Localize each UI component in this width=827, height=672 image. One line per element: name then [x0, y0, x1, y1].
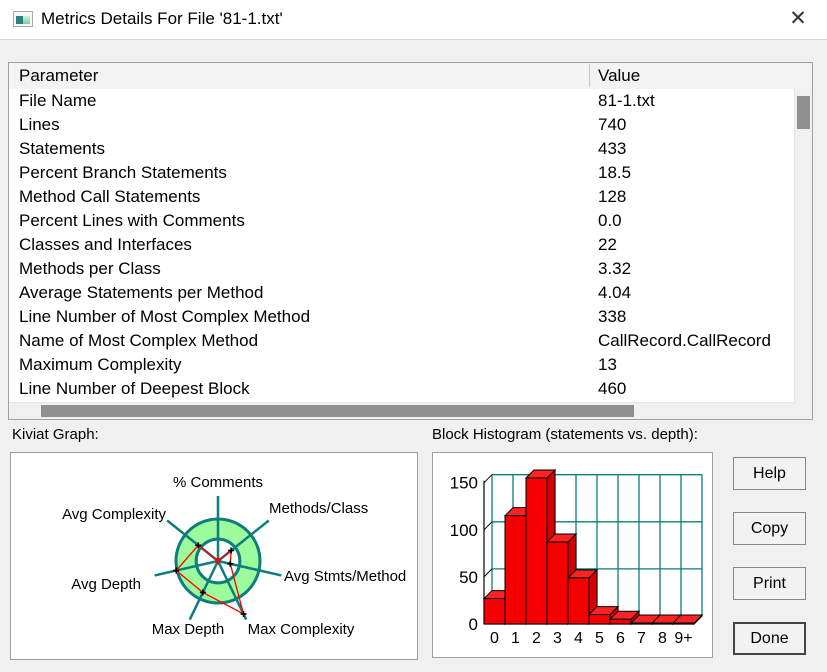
hist-bar — [567, 577, 590, 625]
kiviat-axis-label: Avg Stmts/Method — [284, 568, 406, 585]
copy-button[interactable]: Copy — [733, 512, 806, 545]
table-row[interactable]: Methods per Class 3.32 — [9, 257, 795, 281]
hist-xtick-label: 9+ — [674, 630, 692, 647]
parameter-cell: Statements — [19, 139, 105, 158]
hist-xtick-label: 8 — [658, 630, 667, 647]
hist-bar — [672, 622, 695, 625]
kiviat-axis-label: Max Depth — [152, 621, 225, 638]
hist-ytick-label: 50 — [459, 568, 478, 587]
hist-xtick-label: 3 — [553, 630, 562, 647]
title-bar: Metrics Details For File '81-1.txt' ✕ — [0, 0, 827, 40]
value-cell: 81-1.txt — [598, 91, 655, 110]
hist-bar — [504, 515, 527, 625]
value-cell: 22 — [598, 235, 617, 254]
table-row[interactable]: Method Call Statements 128 — [9, 185, 795, 209]
app-icon-left-pane — [16, 16, 23, 24]
table-row[interactable]: File Name 81-1.txt — [9, 89, 795, 113]
app-icon-right-pane — [23, 16, 30, 24]
kiviat-section-label: Kiviat Graph: — [12, 426, 99, 443]
table-row[interactable]: Line Number of Most Complex Method 338 — [9, 305, 795, 329]
parameter-cell: Percent Branch Statements — [19, 163, 227, 182]
value-cell: 0.0 — [598, 211, 622, 230]
value-cell: 460 — [598, 379, 627, 398]
parameter-cell: Line Number of Most Complex Method — [19, 307, 311, 326]
vertical-scrollbar-thumb[interactable] — [797, 96, 810, 129]
parameter-cell: Percent Lines with Comments — [19, 211, 245, 230]
print-button[interactable]: Print — [733, 567, 806, 600]
table-row[interactable]: Statements 433 — [9, 137, 795, 161]
horizontal-scrollbar-thumb[interactable] — [41, 405, 634, 417]
hist-ytick-label: 150 — [450, 474, 478, 493]
done-button[interactable]: Done — [733, 622, 806, 655]
close-button[interactable]: ✕ — [789, 7, 807, 30]
kiviat-axis-label: Avg Depth — [71, 576, 141, 593]
table-row[interactable]: Lines 740 — [9, 113, 795, 137]
hist-ytick-label: 0 — [469, 615, 478, 634]
hist-xtick-label: 0 — [490, 630, 499, 647]
hist-bar — [483, 598, 506, 625]
column-header-parameter[interactable]: Parameter — [19, 66, 99, 85]
column-divider[interactable] — [589, 64, 590, 87]
app-icon — [13, 11, 33, 27]
value-cell: 4.04 — [598, 283, 632, 302]
hist-bar — [630, 622, 653, 625]
kiviat-graph-svg: % Comments Methods/Class Avg Stmts/Method M… — [62, 474, 406, 638]
horizontal-scrollbar[interactable] — [9, 402, 795, 419]
table-row[interactable]: Percent Branch Statements 18.5 — [9, 161, 795, 185]
window-title: Metrics Details For File '81-1.txt' — [41, 9, 283, 28]
parameter-cell: Average Statements per Method — [19, 283, 264, 302]
metrics-table: Parameter Value File Name 81-1.txt Lines 74… — [8, 62, 813, 420]
hist-bar — [651, 622, 674, 625]
value-cell: 128 — [598, 187, 627, 206]
parameter-cell: Maximum Complexity — [19, 355, 182, 374]
value-cell: 3.32 — [598, 259, 632, 278]
help-button[interactable]: Help — [733, 457, 806, 490]
parameter-cell: Name of Most Complex Method — [19, 331, 259, 350]
hist-bar — [609, 618, 632, 625]
block-histogram: 0 50 100 150 0 1 2 3 4 5 6 7 8 9+ — [432, 452, 713, 658]
value-cell: 18.5 — [598, 163, 632, 182]
parameter-cell: Methods per Class — [19, 259, 161, 278]
hist-xtick-label: 7 — [637, 630, 646, 647]
hist-bar — [546, 541, 569, 625]
hist-bar — [588, 614, 611, 625]
parameter-cell: Method Call Statements — [19, 187, 201, 206]
kiviat-axis-label: Methods/Class — [269, 500, 368, 517]
table-row[interactable]: Percent Lines with Comments 0.0 — [9, 209, 795, 233]
hist-xtick-label: 1 — [511, 630, 520, 647]
table-row[interactable]: Line Number of Deepest Block 460 — [9, 377, 795, 401]
kiviat-graph: % Comments Methods/Class Avg Stmts/Method M… — [10, 452, 418, 660]
histogram-section-label: Block Histogram (statements vs. depth): — [432, 426, 698, 443]
vertical-scrollbar[interactable] — [794, 89, 812, 419]
parameter-cell: Lines — [19, 115, 60, 134]
hist-xtick-label: 5 — [595, 630, 604, 647]
table-header: Parameter Value — [9, 63, 812, 90]
table-row[interactable]: Maximum Complexity 13 — [9, 353, 795, 377]
value-cell: CallRecord.CallRecord — [598, 331, 771, 350]
column-header-value[interactable]: Value — [598, 66, 641, 85]
hist-ytick-label: 100 — [450, 521, 478, 540]
table-row[interactable]: Name of Most Complex Method CallRecord.Ca… — [9, 329, 795, 353]
kiviat-axis-label: Max Complexity — [248, 621, 355, 638]
hist-xtick-label: 2 — [532, 630, 541, 647]
table-row[interactable]: Average Statements per Method 4.04 — [9, 281, 795, 305]
value-cell: 338 — [598, 307, 627, 326]
hist-xtick-label: 6 — [616, 630, 625, 647]
table-body: File Name 81-1.txt Lines 740 Statements 433 Pe… — [9, 89, 795, 403]
table-row[interactable]: Classes and Interfaces 22 — [9, 233, 795, 257]
parameter-cell: Line Number of Deepest Block — [19, 379, 250, 398]
kiviat-axis-label: % Comments — [173, 474, 263, 491]
parameter-cell: Classes and Interfaces — [19, 235, 192, 254]
value-cell: 13 — [598, 355, 617, 374]
value-cell: 433 — [598, 139, 627, 158]
hist-bar — [525, 477, 548, 625]
value-cell: 740 — [598, 115, 627, 134]
kiviat-axis-label: Avg Complexity — [62, 506, 166, 523]
parameter-cell: File Name — [19, 91, 97, 110]
hist-xtick-label: 4 — [574, 630, 583, 647]
